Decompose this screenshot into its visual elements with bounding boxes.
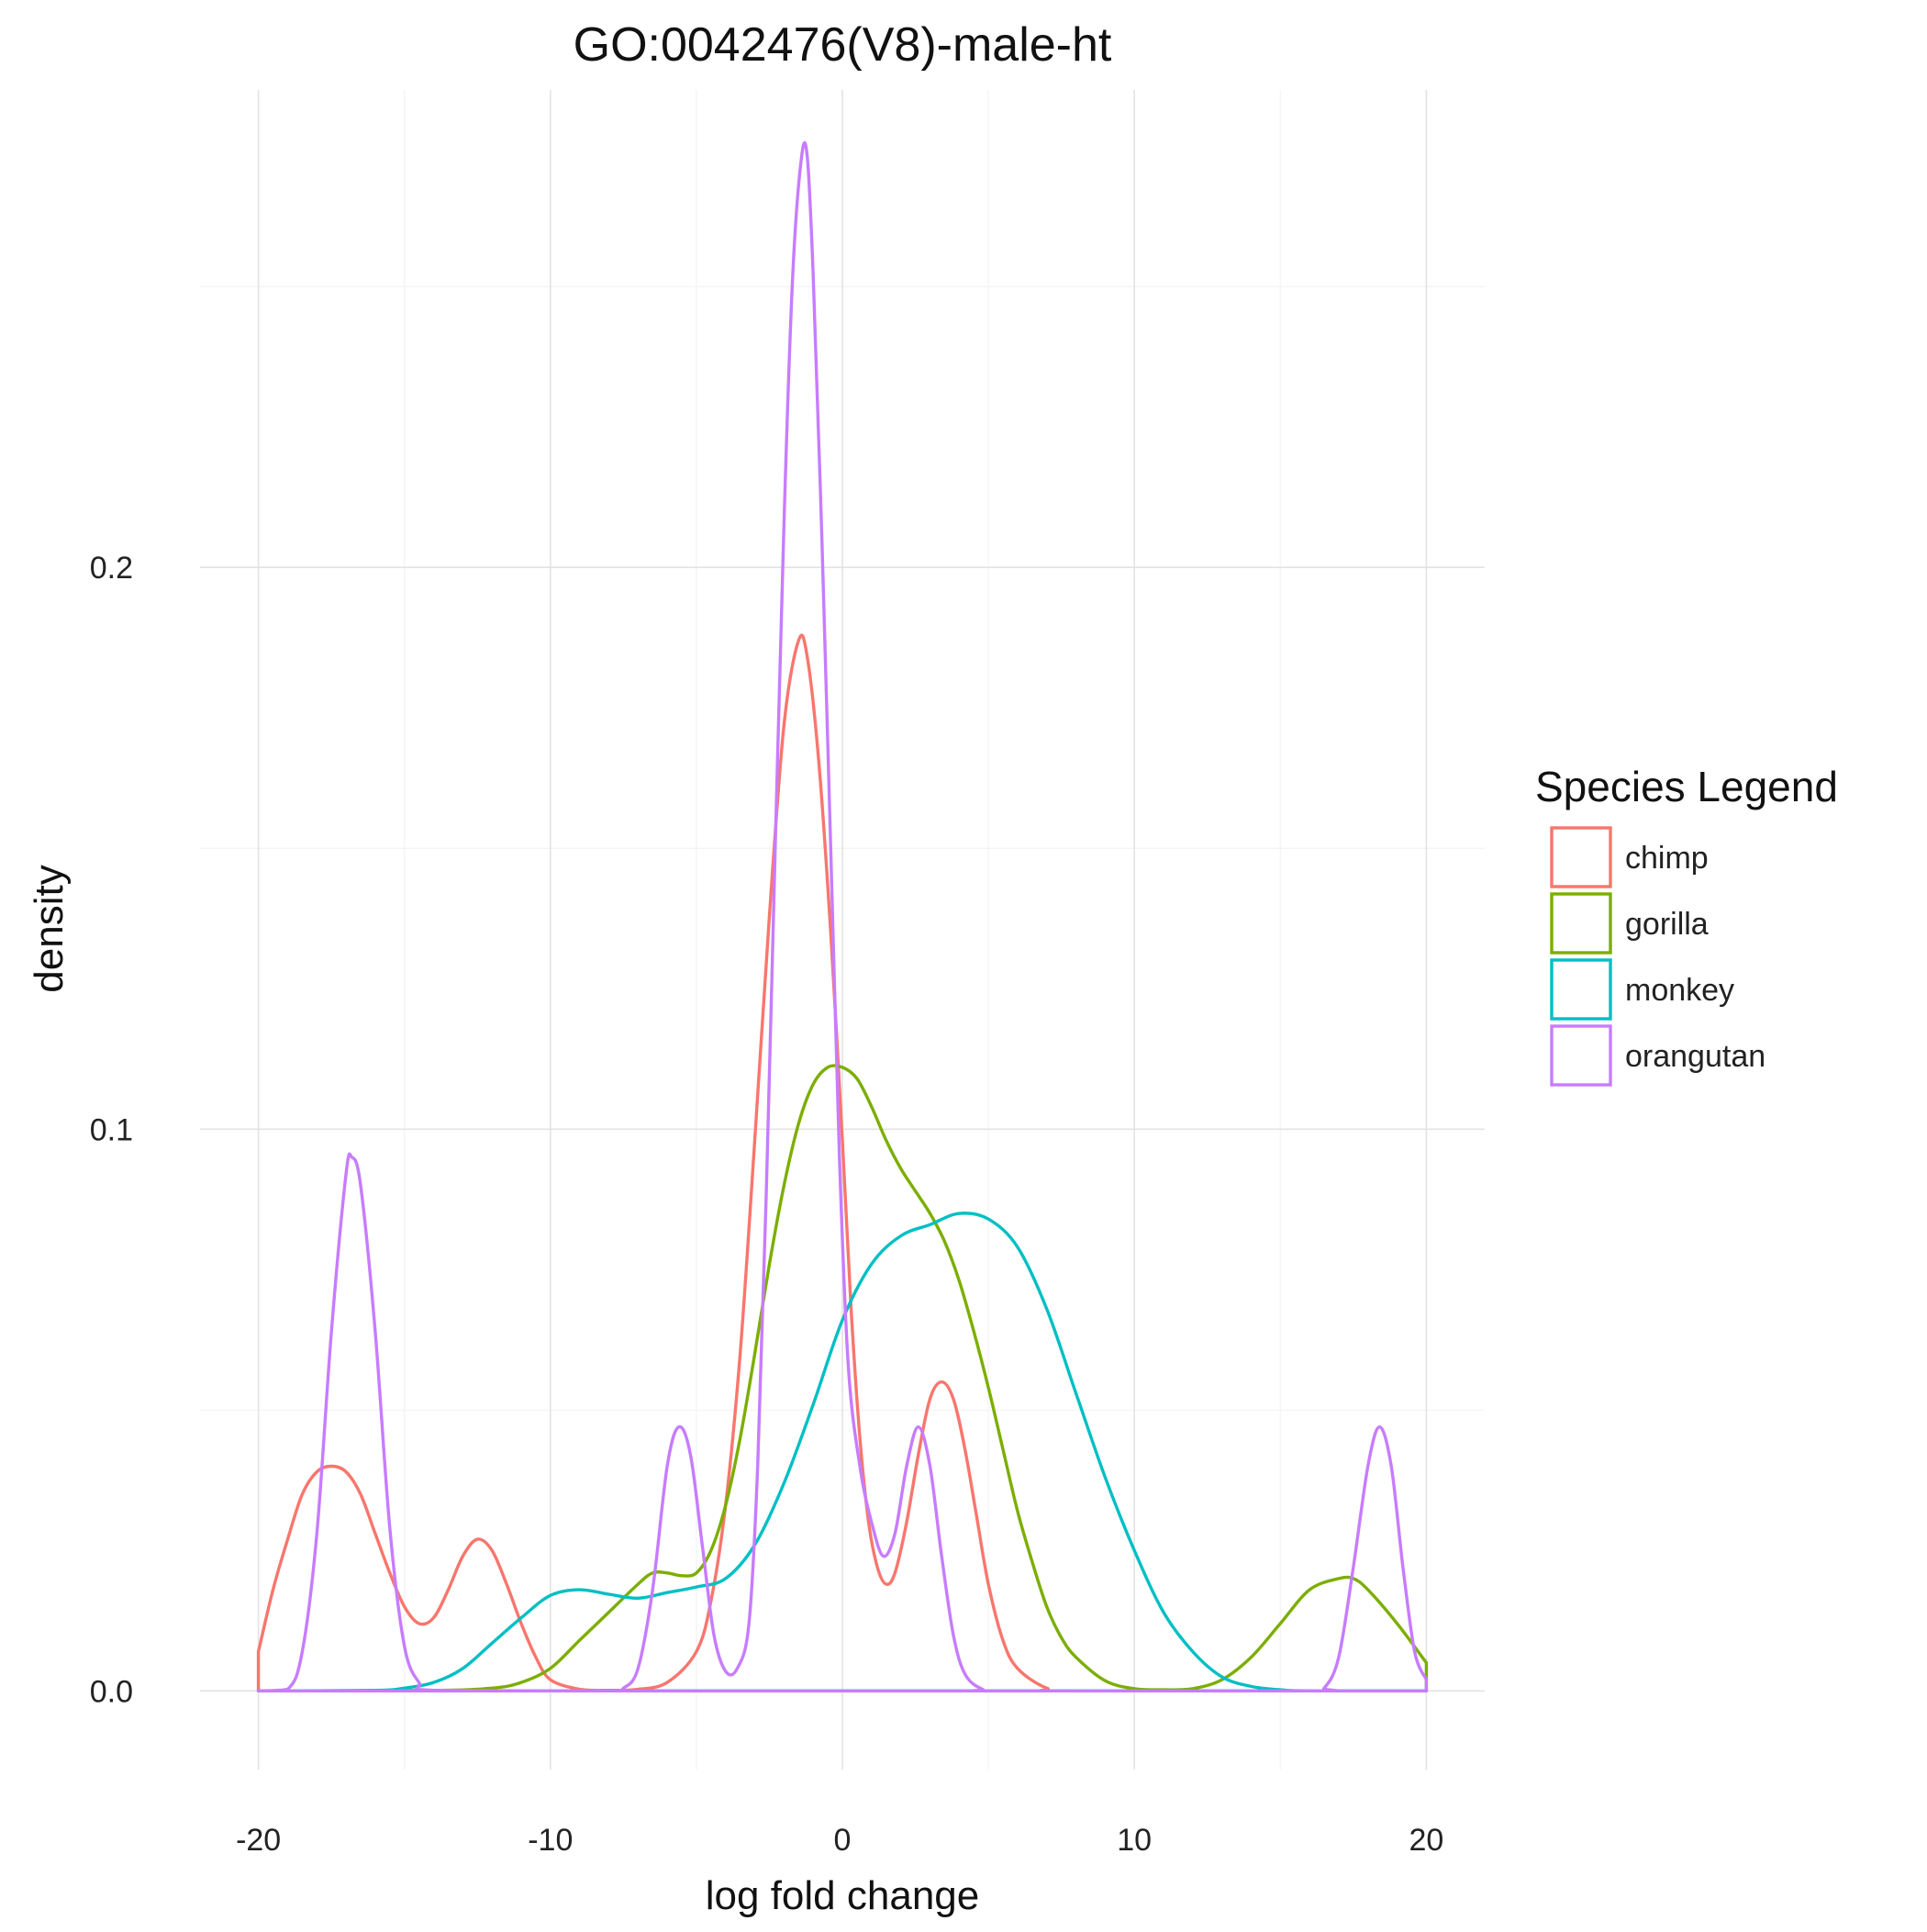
axis-layer: -20 -10 0 10 20 0.0 0.1 0.2 (90, 551, 1444, 1858)
series-layer (256, 140, 1429, 1693)
legend-item-monkey: monkey (1550, 958, 1734, 1021)
chart-title: GO:0042476(V8)-male-ht (574, 18, 1112, 72)
legend-label-orangutan: orangutan (1625, 1039, 1765, 1074)
y-tick-label: 0.0 (90, 1674, 133, 1709)
series-line-orangutan (256, 140, 1429, 1693)
legend-title: Species Legend (1535, 763, 1838, 810)
x-tick-label: 20 (1409, 1823, 1443, 1858)
legend-key-gorilla (1550, 892, 1612, 955)
legend-item-orangutan: orangutan (1550, 1024, 1765, 1087)
series-line-monkey (256, 1212, 1429, 1693)
y-axis-title: density (27, 865, 72, 992)
y-tick-label: 0.2 (90, 551, 133, 586)
x-axis-title: log fold change (706, 1873, 979, 1918)
legend-items: chimp gorilla monkey orangutan (1550, 826, 1765, 1087)
grid-layer (200, 90, 1485, 1770)
legend: Species Legend chimp gorilla monkey orangut… (1535, 763, 1838, 1087)
series-line-gorilla (256, 1064, 1429, 1692)
legend-key-orangutan (1550, 1024, 1612, 1087)
legend-item-gorilla: gorilla (1550, 892, 1709, 955)
x-tick-label: 0 (834, 1823, 852, 1858)
legend-label-monkey: monkey (1625, 973, 1734, 1008)
legend-key-chimp (1550, 826, 1612, 888)
legend-label-gorilla: gorilla (1625, 907, 1709, 942)
x-tick-label: -10 (528, 1823, 573, 1858)
x-tick-label: 10 (1117, 1823, 1152, 1858)
x-tick-label: -20 (236, 1823, 281, 1858)
legend-label-chimp: chimp (1625, 841, 1709, 876)
legend-item-chimp: chimp (1550, 826, 1709, 888)
legend-key-monkey (1550, 958, 1612, 1021)
y-tick-label: 0.1 (90, 1112, 133, 1147)
series-line-chimp (256, 633, 1429, 1693)
